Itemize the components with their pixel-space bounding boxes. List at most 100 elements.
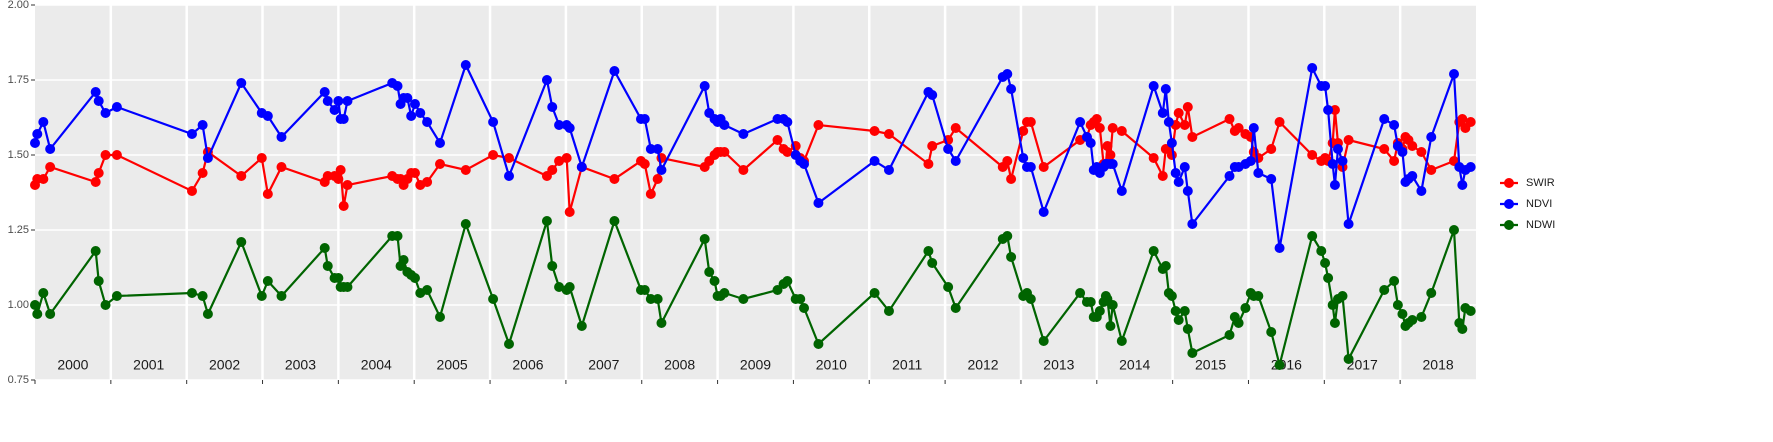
point [1187,219,1198,229]
year-label: 2015 [1195,357,1226,373]
point [564,123,575,133]
point [1006,174,1017,184]
point [609,216,620,226]
point [645,189,656,199]
point [1094,306,1105,316]
point [943,282,954,292]
point [338,114,349,124]
point [883,306,894,316]
point [1179,306,1190,316]
point [1320,258,1331,268]
point [1038,336,1049,346]
point [883,165,894,175]
point [1274,360,1285,370]
point [202,309,213,319]
year-label: 2017 [1347,357,1378,373]
point [923,246,934,256]
point [1170,306,1181,316]
y-tick-label: 1.00 [8,299,29,311]
point [1379,144,1390,154]
point [1307,231,1318,241]
point [1148,153,1159,163]
y-tick-label: 1.75 [8,74,29,86]
point [186,186,197,196]
point [813,339,824,349]
point [342,282,353,292]
point [782,276,793,286]
point [782,117,793,127]
point [1179,120,1190,130]
point [652,144,663,154]
point [256,291,267,301]
point [656,318,667,328]
point [782,147,793,157]
point [1343,219,1354,229]
point [869,156,880,166]
point [1343,354,1354,364]
point [488,117,499,127]
point [1426,132,1437,142]
point [1102,141,1113,151]
point [32,129,43,139]
point [1018,126,1029,136]
point [1245,156,1256,166]
point [93,96,104,106]
point [422,117,433,127]
point [90,87,101,97]
point [460,60,471,70]
point [262,189,273,199]
point [1157,108,1168,118]
legend-label: NDWI [1526,219,1555,231]
legend-key-point [1504,220,1514,230]
point [719,147,730,157]
point [1116,186,1127,196]
point [38,288,49,298]
point [1266,327,1277,337]
point [1389,156,1400,166]
year-label: 2006 [512,357,543,373]
point [699,81,710,91]
point [111,102,122,112]
point [262,111,273,121]
point [1224,330,1235,340]
point [422,177,433,187]
point [1187,348,1198,358]
point [402,93,413,103]
point [1107,300,1118,310]
point [1182,186,1193,196]
point [1116,336,1127,346]
point [460,165,471,175]
point [609,174,620,184]
point [639,285,650,295]
point [772,135,783,145]
point [504,339,515,349]
point [45,309,56,319]
point [1224,114,1235,124]
point [1160,84,1171,94]
point [1179,162,1190,172]
point [1343,135,1354,145]
point [1457,180,1468,190]
point [1379,285,1390,295]
point [1416,186,1427,196]
point [319,87,330,97]
point [883,129,894,139]
point [319,243,330,253]
point [1002,231,1013,241]
point [1397,147,1408,157]
point [1457,114,1468,124]
point [186,129,197,139]
point [554,156,565,166]
point [1379,114,1390,124]
point [1323,273,1334,283]
point [32,309,43,319]
point [1018,153,1029,163]
point [1274,243,1285,253]
point [1407,171,1418,181]
point [1397,309,1408,319]
point [1006,84,1017,94]
point [409,99,420,109]
point [90,177,101,187]
point [1173,108,1184,118]
point [1266,144,1277,154]
